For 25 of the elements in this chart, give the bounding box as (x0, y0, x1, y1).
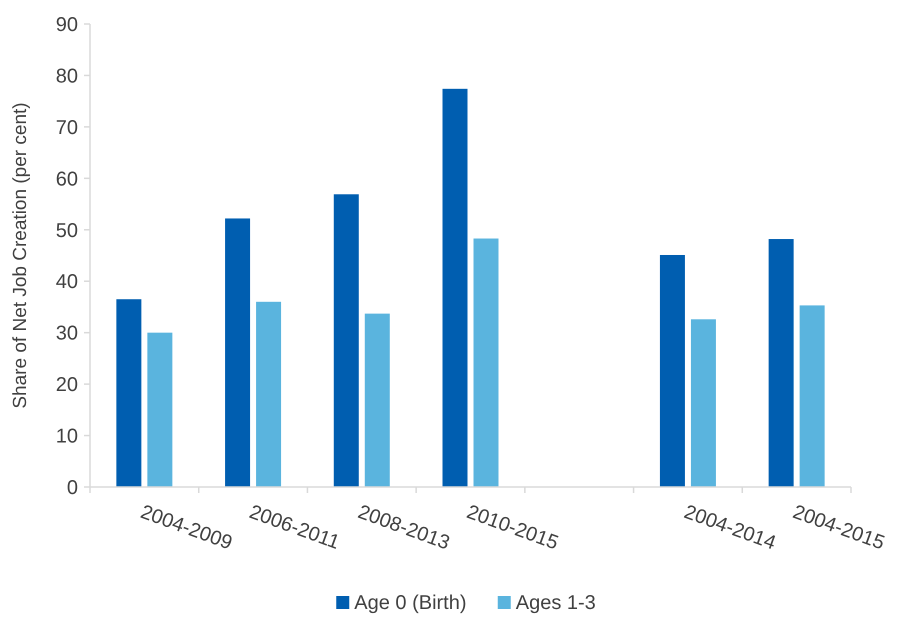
bar (690, 319, 716, 487)
bar (225, 218, 250, 487)
bar (147, 332, 172, 487)
y-tick-label: 70 (56, 116, 78, 139)
legend-label: Ages 1-3 (516, 592, 596, 614)
y-tick-label: 90 (56, 14, 78, 36)
y-tick-label: 60 (56, 168, 78, 190)
bar (442, 88, 468, 487)
y-tick-label: 20 (56, 374, 78, 396)
y-tick-label: 40 (56, 271, 78, 294)
bar (256, 302, 282, 487)
y-tick-label: 50 (56, 220, 78, 242)
bar (474, 238, 498, 487)
bar (660, 254, 685, 487)
bar (116, 299, 142, 487)
bar (800, 305, 825, 487)
y-axis-title: Share of Net Job Creation (per cent) (10, 102, 31, 409)
bar (364, 314, 390, 487)
bar (768, 239, 794, 487)
y-tick-label: 0 (66, 477, 78, 499)
y-tick-label: 80 (56, 65, 78, 88)
y-tick-label: 30 (56, 322, 78, 345)
bar (334, 194, 359, 487)
legend-label: Age 0 (Birth) (354, 592, 467, 614)
y-tick-label: 10 (56, 426, 78, 448)
